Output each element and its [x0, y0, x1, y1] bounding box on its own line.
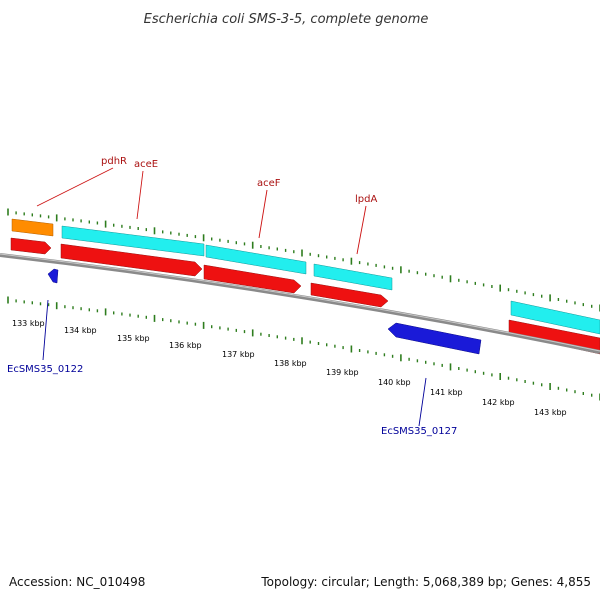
- kbp-label: 141 kbp: [430, 388, 463, 397]
- kbp-label: 135 kbp: [117, 334, 150, 343]
- gene-bar-aceE[interactable]: [61, 225, 205, 257]
- cds-arrow-aceF[interactable]: [203, 264, 302, 294]
- gene-label-pdhR[interactable]: pdhR: [101, 156, 127, 167]
- gene-bar-lpdA[interactable]: [313, 263, 393, 291]
- locus-label-group: EcSMS35_0122 EcSMS35_0127: [7, 299, 457, 437]
- leader-line-pdhR: [36, 167, 114, 207]
- leader-line-EcSMS35_0127: [418, 377, 427, 427]
- gene-bar-aceF[interactable]: [205, 244, 307, 275]
- inner-tick-track: [7, 296, 600, 401]
- locus-label-EcSMS35_0122[interactable]: EcSMS35_0122: [7, 364, 83, 375]
- outer-tick-track: [7, 208, 600, 312]
- leader-line-aceF: [258, 189, 268, 239]
- kbp-label: 143 kbp: [534, 408, 567, 417]
- kbp-label: 133 kbp: [12, 319, 45, 328]
- kbp-label: 138 kbp: [274, 359, 307, 368]
- locus-label-EcSMS35_0127[interactable]: EcSMS35_0127: [381, 426, 457, 437]
- genome-backbone-highlight: [0, 253, 600, 352]
- kbp-label: 134 kbp: [64, 326, 97, 335]
- kbp-label: 136 kbp: [169, 341, 202, 350]
- leader-line-lpdA: [356, 205, 367, 255]
- cds-arrow-lpdA[interactable]: [310, 282, 389, 308]
- cds-arrow-pdhR[interactable]: [10, 237, 52, 255]
- leader-line-aceE: [136, 170, 144, 220]
- gene-label-lpdA[interactable]: lpdA: [355, 194, 377, 205]
- kbp-label-group: 133 kbp 134 kbp 135 kbp 136 kbp 137 kbp 138 k…: [12, 319, 567, 417]
- leader-line-EcSMS35_0122: [42, 299, 49, 361]
- kbp-label: 142 kbp: [482, 398, 515, 407]
- accession-text: Accession: NC_010498: [9, 575, 145, 589]
- reverse-cds-arrows: [47, 268, 482, 355]
- cds-arrow-aceE[interactable]: [60, 243, 203, 277]
- gene-bars: [11, 218, 600, 335]
- kbp-label: 140 kbp: [378, 378, 411, 387]
- reverse-cds-EcSMS35_0127[interactable]: [387, 322, 482, 355]
- kbp-label: 139 kbp: [326, 368, 359, 377]
- gene-bar-right[interactable]: [510, 300, 600, 335]
- gene-label-aceF[interactable]: aceF: [257, 178, 281, 189]
- kbp-label: 137 kbp: [222, 350, 255, 359]
- reverse-cds-EcSMS35_0122[interactable]: [47, 268, 59, 284]
- map-title: Escherichia coli SMS-3-5, complete genom…: [144, 12, 429, 27]
- gene-label-group: pdhR aceE aceF lpdA: [36, 156, 377, 255]
- gene-label-aceE[interactable]: aceE: [134, 159, 158, 170]
- gene-bar-pdhR[interactable]: [11, 218, 54, 237]
- genome-backbone: [0, 253, 600, 354]
- summary-text: Topology: circular; Length: 5,068,389 bp…: [260, 575, 591, 589]
